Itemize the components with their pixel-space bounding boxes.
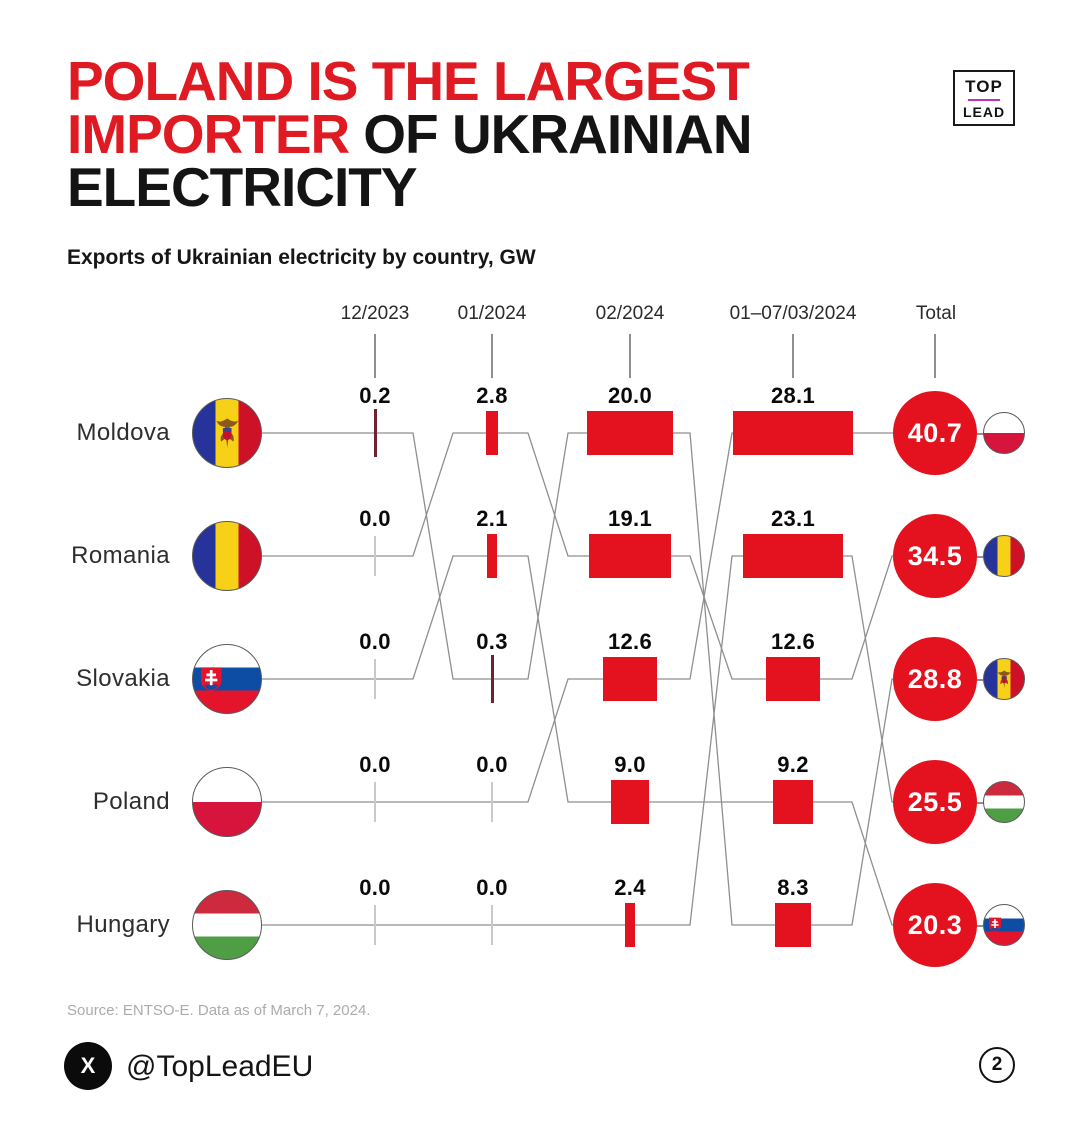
x-twitter-icon: X — [64, 1042, 112, 1090]
page-title: POLAND IS THE LARGEST IMPORTER OF UKRAINI… — [67, 50, 753, 218]
source-note: Source: ENTSO-E. Data as of March 7, 202… — [67, 1002, 371, 1019]
logo-top-text: TOP — [965, 76, 1003, 96]
header-tick — [491, 334, 493, 378]
page-number-badge: 2 — [979, 1047, 1015, 1083]
rank-line-slovakia — [262, 555, 893, 926]
column-header-total: Total — [915, 303, 957, 324]
header-tick — [934, 334, 936, 378]
header-tick — [629, 334, 631, 378]
toplead-logo: TOP LEAD — [953, 70, 1015, 126]
rank-line-poland — [262, 432, 893, 803]
header-tick — [792, 334, 794, 378]
title-line-3: ELECTRICITY — [67, 156, 418, 218]
column-header-march: 01–07/03/2024 — [729, 303, 857, 324]
column-header-02-2024: 02/2024 — [595, 303, 665, 324]
logo-lead-text: LEAD — [962, 103, 1006, 120]
column-header-01-2024: 01/2024 — [457, 303, 527, 324]
chart-subtitle: Exports of Ukrainian electricity by coun… — [67, 246, 536, 269]
logo-divider — [968, 98, 1000, 101]
social-handle-link[interactable]: @TopLeadEU — [126, 1050, 314, 1083]
column-header-12-2023: 12/2023 — [340, 303, 410, 324]
title-line-2: IMPORTER OF UKRAINIAN — [67, 103, 753, 165]
rank-line-hungary — [262, 555, 893, 926]
header-tick — [374, 334, 376, 378]
title-line-1: POLAND IS THE LARGEST — [67, 50, 750, 112]
